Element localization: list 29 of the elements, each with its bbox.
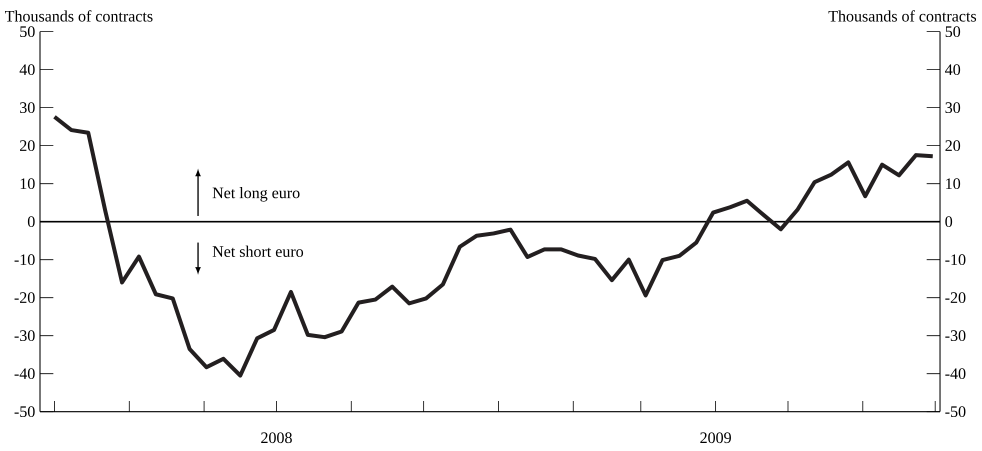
y2-tick-label: -30 <box>945 330 966 342</box>
y2-tick-label: 0 <box>945 216 952 228</box>
y-tick-label: -20 <box>14 292 35 304</box>
annotation: Net long euro <box>212 187 300 202</box>
y2-tick-label: -40 <box>945 368 966 380</box>
y2-tick-label: 30 <box>946 102 960 114</box>
y2-tick-label: -10 <box>945 254 966 266</box>
y-tick-label: 10 <box>20 178 35 190</box>
y-tick-label: -50 <box>14 406 35 418</box>
y-tick-label: -40 <box>14 368 35 380</box>
y-tick-label: 30 <box>20 102 35 114</box>
y2-tick-label: 20 <box>945 140 960 152</box>
y2-tick-label: 10 <box>946 178 960 190</box>
y2-tick-label: 40 <box>945 64 960 76</box>
y-tick-label: 40 <box>20 64 35 76</box>
y2-axis-title: Thousands of contracts <box>828 10 976 22</box>
y-tick-label: 50 <box>20 26 35 38</box>
y-tick-label: 0 <box>28 216 35 228</box>
y-tick-label: -30 <box>14 330 35 342</box>
y2-tick-label: -50 <box>945 406 966 418</box>
y-tick-label: 20 <box>20 140 35 152</box>
annotation: Net short euro <box>212 246 304 257</box>
y2-tick-label: -20 <box>945 292 966 304</box>
line-series <box>52 114 935 378</box>
x-tick-label: 2009 <box>700 432 731 444</box>
y-axis-title: Thousands of contracts <box>5 10 153 22</box>
y-tick-label: -10 <box>14 254 35 266</box>
y2-tick-label: 50 <box>946 26 960 38</box>
x-tick-label: 2008 <box>261 432 292 444</box>
